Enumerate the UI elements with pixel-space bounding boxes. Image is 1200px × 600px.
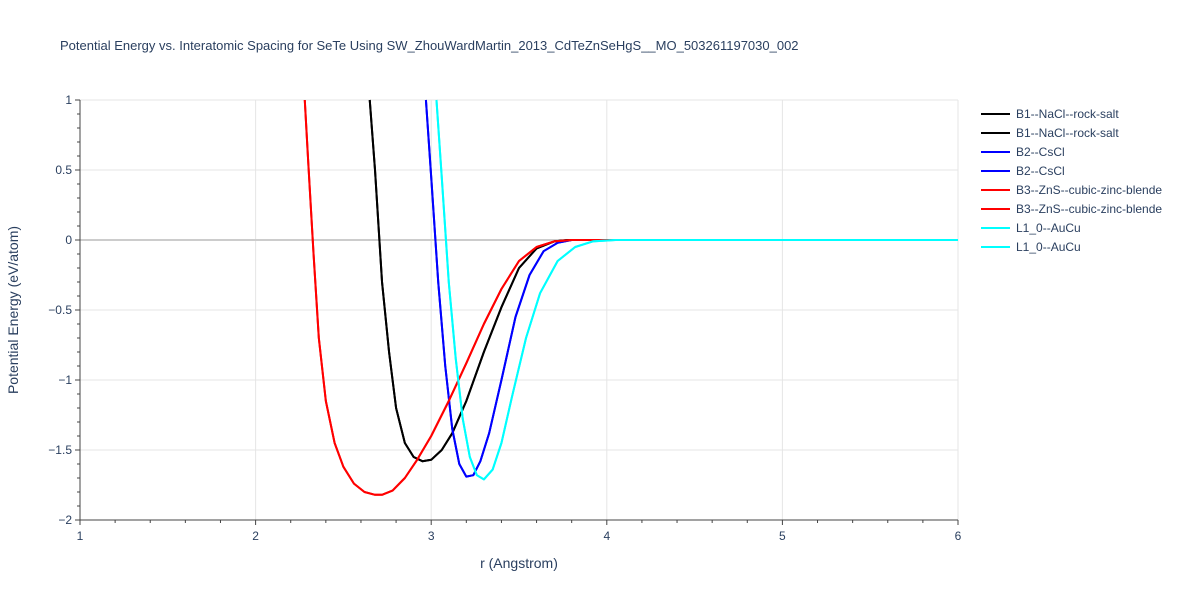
series-line-1 <box>368 99 958 463</box>
x-tick-label: 5 <box>779 529 786 543</box>
legend-label: B1--NaCl--rock-salt <box>1016 107 1119 121</box>
y-tick-label: −1 <box>58 373 72 387</box>
x-ticks: 1 2 3 4 5 6 <box>77 529 962 543</box>
series-line-0 <box>368 99 958 463</box>
legend-label: B3--ZnS--cubic-zinc-blende <box>1016 202 1162 216</box>
series-line-7 <box>435 99 958 481</box>
x-tick-label: 6 <box>955 529 962 543</box>
y-tick-label: 0 <box>65 233 72 247</box>
series-line-6 <box>435 99 958 481</box>
y-tick-label: −2 <box>58 513 72 527</box>
y-axis-title: Potential Energy (eV/atom) <box>5 226 21 394</box>
legend-label: B3--ZnS--cubic-zinc-blende <box>1016 183 1162 197</box>
x-tick-label: 3 <box>428 529 435 543</box>
x-tick-label: 1 <box>77 529 84 543</box>
x-tick-label: 4 <box>603 529 610 543</box>
legend-label: B2--CsCl <box>1016 164 1065 178</box>
y-tick-label: −1.5 <box>48 443 72 457</box>
axes <box>75 99 959 525</box>
series-line-5 <box>303 99 958 496</box>
chart-title: Potential Energy vs. Interatomic Spacing… <box>60 38 799 53</box>
x-axis-title: r (Angstrom) <box>480 555 558 571</box>
y-tick-label: 1 <box>65 93 72 107</box>
legend-label: B1--NaCl--rock-salt <box>1016 126 1119 140</box>
series-group <box>303 99 958 496</box>
legend: B1--NaCl--rock-salt B1--NaCl--rock-salt B2… <box>981 107 1162 254</box>
legend-label: L1_0--AuCu <box>1016 221 1081 235</box>
legend-label: L1_0--AuCu <box>1016 240 1081 254</box>
legend-label: B2--CsCl <box>1016 145 1065 159</box>
y-ticks: 1 0.5 0 −0.5 −1 −1.5 −2 <box>48 93 72 527</box>
y-tick-label: 0.5 <box>55 163 72 177</box>
y-tick-label: −0.5 <box>48 303 72 317</box>
grid <box>80 99 959 520</box>
x-tick-label: 2 <box>252 529 259 543</box>
